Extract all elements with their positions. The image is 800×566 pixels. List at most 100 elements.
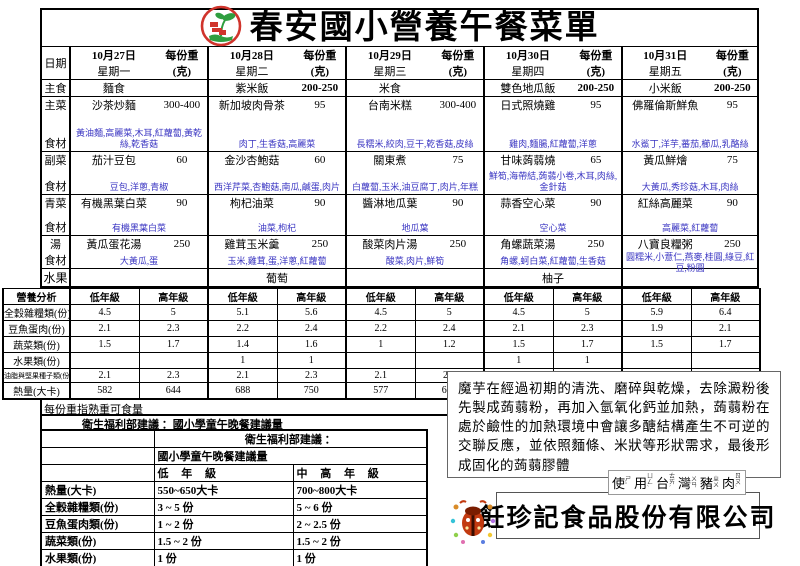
nutrient-value (69, 352, 140, 369)
staple-cell: 小米飯 200-250 (620, 79, 759, 97)
dish-ingredients: 鮮筍,海帶結,蒟蒻小卷,木耳,肉絲,金針菇 (488, 170, 618, 192)
day2-weekday: 星期二 (235, 66, 269, 78)
grade-high-header: 高年級 (690, 288, 761, 305)
nutrient-value: 1 (207, 352, 278, 369)
side-dish-cell: 關東煮 75 白蘿蔔,玉米,油豆腐丁,肉片,年糕 (345, 151, 485, 195)
nutrient-label: 油脂與堅果種子類(份) (2, 368, 71, 383)
nutrient-value (414, 352, 485, 369)
dish-weight: 90 (726, 197, 738, 209)
dish-name: 酸菜肉片湯 (362, 239, 418, 251)
grade-high-header: 高年級 (552, 288, 623, 305)
dish-weight: 250 (724, 238, 741, 250)
grade-high-header: 高年級 (414, 288, 485, 305)
main-dish-cell: 沙茶炒麵 300-400 黃油麵,高麗菜,木耳,紅蘿蔔,黃乾絲,乾香菇 (69, 96, 209, 152)
day3-weekday: 星期三 (373, 66, 407, 78)
nutrient-value: 1 (345, 336, 416, 353)
nutrient-label: 水果類(份) (2, 352, 71, 369)
bopomofo: ㄨㄢ (691, 476, 698, 489)
empty-cell (40, 447, 155, 465)
mohw-row-label: 全穀雜糧類(份) (40, 498, 155, 516)
veg-dish-cell: 枸杞油菜 90 油菜,枸杞 (207, 194, 347, 236)
nutrient-value: 6.4 (690, 304, 761, 321)
grade-low-header: 低年級 (69, 288, 140, 305)
company-name-box: 飪珍記食品股份有限公司 (480, 492, 775, 539)
bopomofo: ㄩㄥˋ (646, 473, 653, 492)
dish-ingredients: 大黃瓜,蛋 (119, 255, 159, 266)
weight-unit: (克) (172, 66, 191, 78)
nutrient-value: 4.5 (345, 304, 416, 321)
nutrient-value: 2.2 (345, 320, 416, 337)
day1-header: 10月27日 星期一 每份重 (克) (69, 46, 209, 80)
main-dish-cell: 佛羅倫斯鮮魚 95 水鯊丁,洋芋,蕃茄,櫛瓜,乳酪絲 (620, 96, 759, 152)
main-dish-cell: 新加坡肉骨茶 95 肉丁,生香菇,高麗菜 (207, 96, 347, 152)
day3-header: 10月29日 星期三 每份重 (克) (345, 46, 485, 80)
nutrient-value: 1.5 (483, 336, 554, 353)
row-label-side: 副菜 食材 (40, 151, 71, 195)
mohw-row-label: 水果類(份) (40, 549, 155, 566)
fruit-cell: 柚子 (483, 268, 623, 288)
dish-ingredients: 圓糯米,小薏仁,燕麥,桂圓,綠豆,紅豆,粉圓 (625, 252, 755, 274)
dish-name: 日式照燒雞 (500, 100, 556, 112)
staple-name: 小米飯 (648, 83, 682, 95)
soup-cell: 黃瓜蛋花湯 250 大黃瓜,蛋 (69, 235, 209, 269)
nutrient-value: 2.3 (138, 368, 209, 383)
nutrient-value: 5.9 (621, 304, 692, 321)
staple-cell: 雙色地瓜飯 200-250 (483, 79, 623, 97)
side-dish-cell: 茄汁豆包 60 豆包,洋蔥,青椒 (69, 151, 209, 195)
staple-weight: 200-250 (301, 82, 339, 94)
nutrient-value: 1.2 (414, 336, 485, 353)
pork-char: 台 (655, 476, 669, 491)
veg-dish-cell: 醬淋地瓜葉 90 地瓜葉 (345, 194, 485, 236)
nutrient-value (690, 352, 761, 369)
taiwan-pork-label: 使ㄕˇ 用ㄩㄥˋ 台ㄊㄞˊ 灣ㄨㄢ 豬ㄓㄨ 肉ㄖㄡˋ (608, 470, 746, 495)
nutrient-value: 5 (414, 304, 485, 321)
nutrition-header: 營養分析 (2, 288, 71, 305)
pork-char: 用 (633, 476, 647, 491)
dish-name: 黃瓜鮮燴 (643, 155, 688, 167)
day2-date: 10月28日 (229, 50, 274, 62)
mohw-value-high: 1 份 (292, 549, 428, 566)
bopomofo: ㄊㄞˊ (669, 473, 676, 492)
fruit-cell: 葡萄 (207, 268, 347, 288)
dish-name: 枸杞油菜 (229, 198, 274, 210)
staple-cell: 米食 (345, 79, 485, 97)
nutrient-value: 1.5 (621, 336, 692, 353)
dish-name: 茄汁豆包 (91, 155, 136, 167)
grade-high-header: 高年級 (276, 288, 347, 305)
veg-dish-cell: 蒜香空心菜 90 空心菜 (483, 194, 623, 236)
nutrient-value (138, 352, 209, 369)
nutrient-value: 2.3 (276, 368, 347, 383)
row-label-veg: 青菜 食材 (40, 194, 71, 236)
day5-date: 10月31日 (643, 50, 688, 62)
nutrient-label: 蔬菜類(份) (2, 336, 71, 353)
konjac-info-box: 魔芋在經過初期的清洗、磨碎與乾燥，去除澱粉後先製成蒟蒻粉，再加入氫氧化鈣並加熱，… (447, 371, 781, 478)
dish-ingredients: 角螺,蚵白菜,紅蘿蔔,生香菇 (500, 255, 606, 266)
nutrient-value: 1 (276, 352, 347, 369)
staple-weight: 200-250 (577, 82, 615, 94)
dish-name: 黃瓜蛋花湯 (86, 239, 142, 251)
dish-name: 角螺蔬菜湯 (500, 239, 556, 251)
nutrient-value: 2.4 (414, 320, 485, 337)
title-cell: 春安國小營養午餐菜單 (40, 5, 759, 47)
mohw-value-low: 1 ~ 2 份 (153, 515, 294, 533)
dish-weight: 60 (314, 154, 326, 166)
day5-header: 10月31日 星期五 每份重 (克) (620, 46, 759, 80)
mohw-col-low: 低 年 級 (153, 464, 294, 482)
empty-cell (40, 429, 155, 448)
dish-name: 佛羅倫斯鮮魚 (632, 100, 699, 112)
grade-low-header: 低年級 (345, 288, 416, 305)
grade-low-header: 低年級 (207, 288, 278, 305)
dish-ingredients: 地瓜葉 (401, 222, 429, 233)
dish-name: 沙茶炒麵 (91, 100, 136, 112)
dish-ingredients: 大黃瓜,秀珍菇,木耳,肉絲 (641, 181, 739, 192)
grade-high-header: 高年級 (138, 288, 209, 305)
dish-ingredients: 玉米,雞茸,蛋,洋蔥,紅蘿蔔 (227, 255, 327, 266)
dish-weight: 95 (314, 99, 326, 111)
dish-ingredients: 黃油麵,高麗菜,木耳,紅蘿蔔,黃乾絲,乾香菇 (75, 127, 202, 149)
row-label-date: 日期 (40, 46, 71, 80)
dish-name: 金沙杏鮑菇 (224, 155, 280, 167)
mohw-table: 衛生福利部建議 ： 國小學童午晚餐建議量 低 年 級中 高 年 級 熱量(大卡)… (40, 429, 428, 566)
side-dish-cell: 黃瓜鮮燴 75 大黃瓜,秀珍菇,木耳,肉絲 (620, 151, 759, 195)
day1-weekday: 星期一 (97, 66, 131, 78)
nutrient-value: 2.2 (207, 320, 278, 337)
